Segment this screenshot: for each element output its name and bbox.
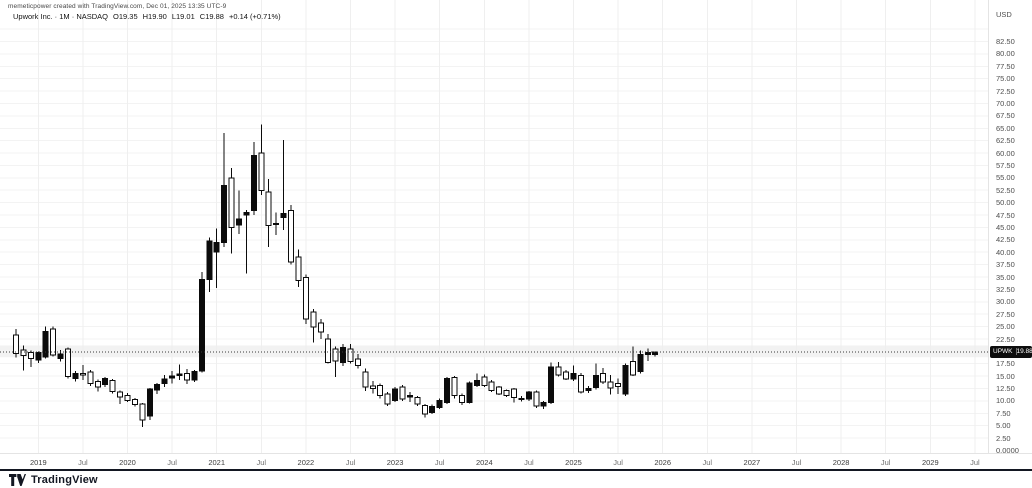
time-axis-label-jul: Jul bbox=[524, 458, 534, 467]
price-axis-label: 57.50 bbox=[996, 160, 1015, 170]
price-axis-label: 12.50 bbox=[996, 384, 1015, 393]
symbol-title: Upwork Inc. · 1M · NASDAQ bbox=[13, 12, 109, 21]
time-axis-label-2028: 2028 bbox=[832, 458, 850, 467]
time-axis-label-2025: 2025 bbox=[565, 458, 582, 467]
price-axis-label: 32.50 bbox=[996, 284, 1015, 294]
price-axis-label: 82.50 bbox=[996, 37, 1015, 46]
price-axis-label: 45.00 bbox=[996, 222, 1015, 232]
price-tag-symbol: UPWK bbox=[993, 348, 1017, 356]
price-axis-label: 77.50 bbox=[996, 61, 1015, 71]
time-axis-label-jul: Jul bbox=[613, 458, 623, 467]
price-axis-label: 47.50 bbox=[996, 210, 1015, 220]
price-axis-label: 62.50 bbox=[996, 136, 1015, 146]
time-axis-label-2019: 2019 bbox=[29, 458, 47, 467]
price-axis-label: 37.50 bbox=[996, 260, 1015, 270]
price-axis-label: 65.00 bbox=[996, 123, 1015, 133]
price-axis-label: 35.00 bbox=[996, 272, 1015, 282]
ohlc-open-value: O19.35 bbox=[113, 12, 138, 21]
ohlc-high-value: H19.90 bbox=[142, 12, 167, 21]
price-axis-label: 40.00 bbox=[996, 247, 1015, 257]
time-axis-label-2026: 2026 bbox=[654, 458, 672, 467]
time-axis-label-jul: Jul bbox=[791, 458, 802, 467]
price-axis-label: 75.00 bbox=[996, 74, 1015, 84]
candlestick-chart-canvas[interactable] bbox=[0, 0, 988, 453]
price-axis-label: 25.00 bbox=[996, 322, 1015, 332]
ohlc-change-value: +0.14 (+0.71%) bbox=[228, 12, 281, 21]
price-axis-label: 17.50 bbox=[996, 359, 1015, 369]
price-axis-label: 72.50 bbox=[996, 86, 1015, 96]
time-axis-label-jul: Jul bbox=[256, 458, 267, 467]
price-axis-label: 60.00 bbox=[996, 148, 1015, 158]
price-axis-label: 2.50 bbox=[996, 433, 1011, 443]
price-axis-label: 15.00 bbox=[996, 371, 1015, 381]
tradingview-brand-text[interactable]: TradingView bbox=[31, 473, 98, 486]
time-axis-label-2024: 2024 bbox=[475, 458, 493, 467]
price-axis-label: 50.00 bbox=[996, 198, 1015, 208]
price-axis-label: 0.0000 bbox=[996, 446, 1019, 455]
time-axis-label-2022: 2022 bbox=[297, 458, 315, 467]
ohlc-low-value: L19.01 bbox=[171, 12, 195, 21]
last-price-tag: UPWK 19.88 bbox=[990, 345, 1032, 358]
price-axis-currency-label: USD bbox=[996, 10, 1012, 19]
price-tag-price: 19.88 bbox=[1016, 348, 1032, 356]
price-axis-label: 27.50 bbox=[996, 309, 1015, 319]
time-axis-label-jul: Jul bbox=[345, 458, 356, 467]
time-axis-label-2023: 2023 bbox=[386, 458, 404, 467]
price-axis-label: 22.50 bbox=[996, 334, 1015, 344]
price-axis[interactable]: USD UPWK 19.88 82.50 80.00 77.50 75.00 72.50… bbox=[988, 0, 1032, 455]
price-axis-label: 52.50 bbox=[996, 185, 1015, 195]
price-axis-label: 5.00 bbox=[996, 421, 1011, 431]
price-axis-label: 67.50 bbox=[996, 111, 1015, 121]
price-axis-label: 80.00 bbox=[996, 49, 1015, 59]
time-axis-label-jul: Jul bbox=[970, 458, 980, 467]
footer-bar: TradingView bbox=[0, 469, 1032, 488]
chart-attribution-watermark: memeticpower created with TradingView.co… bbox=[8, 3, 227, 10]
time-axis-label-jul: Jul bbox=[880, 458, 891, 467]
time-axis-label-2020: 2020 bbox=[119, 458, 136, 467]
time-axis-label-jul: Jul bbox=[702, 458, 713, 467]
time-axis-label-2021: 2021 bbox=[208, 458, 226, 467]
symbol-info-row[interactable]: Upwork Inc. · 1M · NASDAQ O19.35 H19.90 … bbox=[13, 12, 281, 21]
price-axis-label: 70.00 bbox=[996, 99, 1015, 108]
time-axis-label-jul: Jul bbox=[78, 458, 88, 467]
price-axis-label: 10.00 bbox=[996, 396, 1015, 406]
price-axis-label: 55.00 bbox=[996, 173, 1015, 183]
tradingview-logo-icon[interactable] bbox=[9, 473, 26, 486]
price-axis-label: 42.50 bbox=[996, 235, 1015, 245]
price-axis-label: 7.50 bbox=[996, 408, 1011, 418]
time-axis[interactable]: 2019 Jul 2020 Jul 2021 Jul 2022 Jul 2023 Jul 2024 J… bbox=[0, 453, 1032, 469]
time-axis-label-2027: 2027 bbox=[743, 458, 761, 467]
time-axis-label-2029: 2029 bbox=[921, 458, 939, 467]
ohlc-close-value: C19.88 bbox=[199, 12, 224, 21]
price-axis-label: 30.00 bbox=[996, 297, 1015, 307]
time-axis-label-jul: Jul bbox=[434, 458, 445, 467]
time-axis-label-jul: Jul bbox=[167, 458, 177, 467]
